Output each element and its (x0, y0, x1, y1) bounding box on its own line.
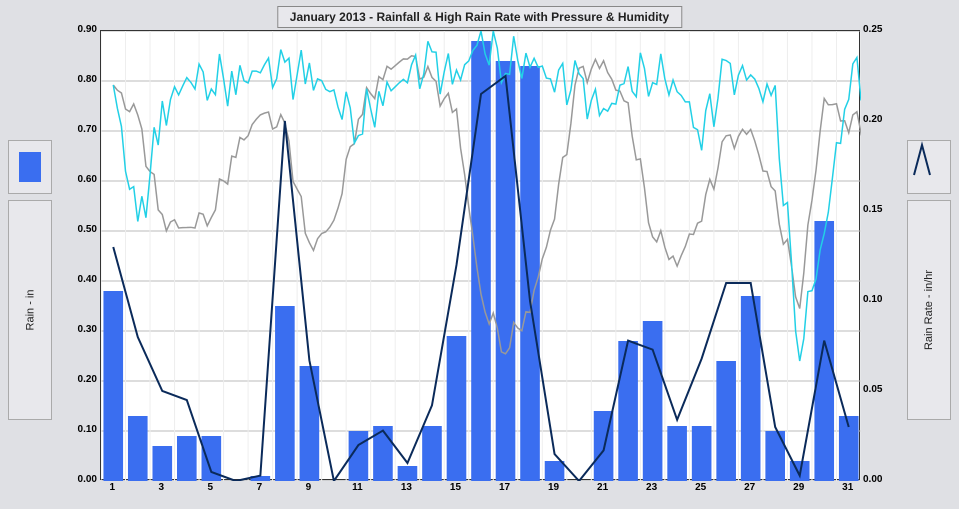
tick-label: 0.40 (57, 274, 97, 285)
tick-label: 0.70 (57, 124, 97, 135)
tick-label: 0.60 (57, 174, 97, 185)
tick-label: 0.10 (863, 294, 903, 305)
tick-label: 0.10 (57, 424, 97, 435)
tick-label: 0.00 (863, 474, 903, 485)
tick-label: 31 (842, 482, 853, 493)
tick-label: 0.30 (57, 324, 97, 335)
tick-label: 0.20 (863, 114, 903, 125)
tick-label: 23 (646, 482, 657, 493)
tick-label: 19 (548, 482, 559, 493)
left-axis-panel: Rain - in (8, 200, 52, 420)
tick-label: 0.80 (57, 74, 97, 85)
tick-label: 0.00 (57, 474, 97, 485)
tick-label: 0.05 (863, 384, 903, 395)
tick-label: 13 (401, 482, 412, 493)
tick-label: 0.15 (863, 204, 903, 215)
plot-area (100, 30, 860, 480)
tick-label: 7 (257, 482, 263, 493)
tick-label: 29 (793, 482, 804, 493)
chart-title: January 2013 - Rainfall & High Rain Rate… (277, 6, 682, 28)
tick-label: 11 (352, 482, 363, 493)
right-axis-panel: Rain Rate - in/hr (907, 200, 951, 420)
tick-label: 21 (597, 482, 608, 493)
left-axis-label: Rain - in (24, 290, 36, 331)
plot-svg (101, 31, 861, 481)
tick-label: 0.25 (863, 24, 903, 35)
tick-label: 0.50 (57, 224, 97, 235)
tick-label: 27 (744, 482, 755, 493)
legend-rain-swatch (8, 140, 52, 194)
legend-rate-swatch (907, 140, 951, 194)
tick-label: 5 (208, 482, 214, 493)
right-axis-label: Rain Rate - in/hr (923, 270, 935, 350)
tick-label: 0.90 (57, 24, 97, 35)
tick-label: 3 (159, 482, 165, 493)
tick-label: 25 (695, 482, 706, 493)
tick-label: 15 (450, 482, 461, 493)
tick-label: 1 (109, 482, 115, 493)
tick-label: 9 (306, 482, 312, 493)
tick-label: 17 (499, 482, 510, 493)
tick-label: 0.20 (57, 374, 97, 385)
